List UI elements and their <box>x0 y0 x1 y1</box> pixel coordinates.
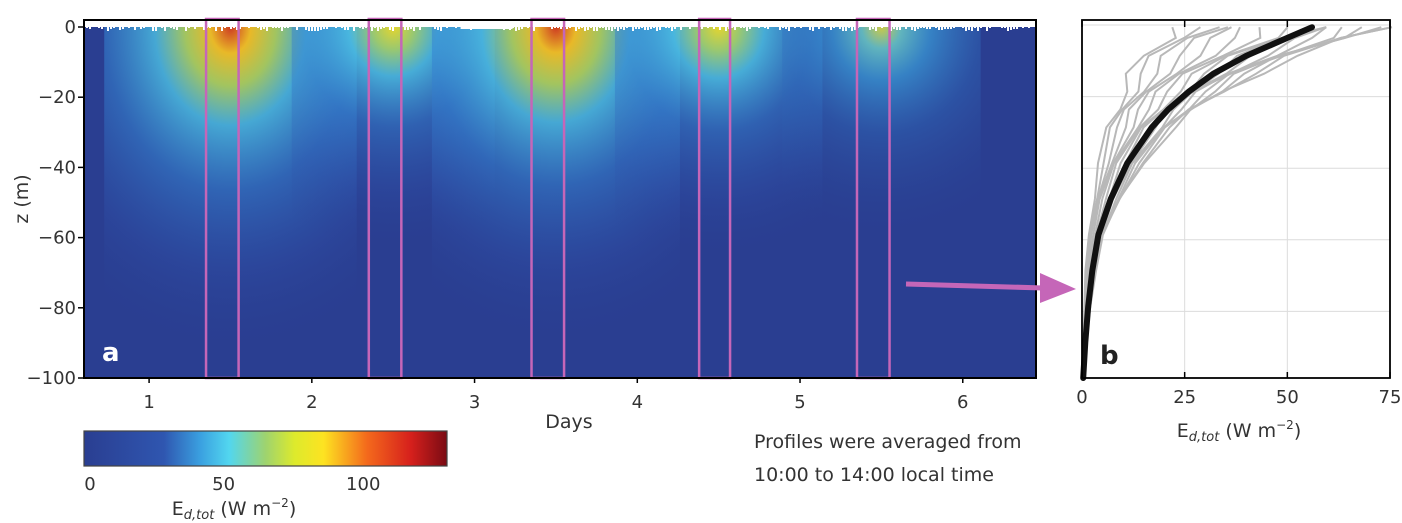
note-line-1: Profiles were averaged from <box>754 431 1022 453</box>
colorbar-gradient <box>83 430 448 467</box>
heatmap-frame <box>83 19 1037 379</box>
arrow-head <box>1040 273 1076 303</box>
colorbar-tick-label: 100 <box>346 474 380 495</box>
heatmap-y-axis: 0 −20 −40 −60 −80 −100 <box>27 17 84 389</box>
profile-frame <box>1081 19 1391 379</box>
heatmap-y-tick-label: −20 <box>38 87 76 108</box>
note-line-2: 10:00 to 14:00 local time <box>754 464 994 486</box>
heatmap-x-tick-label: 6 <box>957 392 968 413</box>
heatmap-x-tick-label: 3 <box>469 392 480 413</box>
heatmap-y-tick-label: −40 <box>38 157 76 178</box>
heatmap-panel: 0 −20 −40 −60 −80 −100 1 2 3 4 5 6 z (m) Days a <box>11 17 1037 433</box>
heatmap-y-label: z (m) <box>11 174 33 223</box>
heatmap-y-tick-label: −100 <box>27 368 76 389</box>
heatmap-day-layer <box>104 27 981 355</box>
profile-panel-label: b <box>1100 341 1119 371</box>
colorbar-tick-label: 50 <box>212 474 235 495</box>
heatmap-panel-label: a <box>102 338 120 368</box>
profile-x-label: Ed,tot (W m−2) <box>1177 418 1301 445</box>
day-glow-5 <box>782 27 981 241</box>
heatmap-x-tick-label: 1 <box>143 392 154 413</box>
heatmap-y-tick-label: 0 <box>65 17 76 38</box>
heatmap-x-tick-label: 5 <box>794 392 805 413</box>
arrow-shaft <box>905 281 1045 291</box>
surface-noise <box>86 21 1033 31</box>
heatmap-x-tick-label: 2 <box>306 392 317 413</box>
heatmap-y-tick-label: −80 <box>38 298 76 319</box>
note-text: Profiles were averaged from 10:00 to 14:… <box>754 426 1084 492</box>
profile-panel: 0 25 50 75 b Ed,tot (W m−2) <box>1076 19 1401 445</box>
link-arrow <box>905 273 1076 303</box>
heatmap-y-tick-label: −60 <box>38 228 76 249</box>
profile-x-tick-label: 50 <box>1276 387 1299 408</box>
profile-x-tick-label: 75 <box>1379 387 1402 408</box>
colorbar: 0 50 100 Ed,tot (W m−2) <box>83 430 448 523</box>
colorbar-label: Ed,tot (W m−2) <box>172 496 296 523</box>
profile-x-tick-label: 25 <box>1173 387 1196 408</box>
profile-x-tick-label: 0 <box>1076 387 1087 408</box>
colorbar-ticks: 0 50 100 <box>84 474 380 495</box>
heatmap-x-axis: 1 2 3 4 5 6 <box>143 378 968 413</box>
colorbar-tick-label: 0 <box>84 474 95 495</box>
mean-profile-line <box>1080 24 1315 381</box>
profile-x-axis: 0 25 50 75 <box>1076 20 1401 408</box>
heatmap-x-tick-label: 4 <box>632 392 643 413</box>
heatmap-x-label: Days <box>545 411 592 433</box>
